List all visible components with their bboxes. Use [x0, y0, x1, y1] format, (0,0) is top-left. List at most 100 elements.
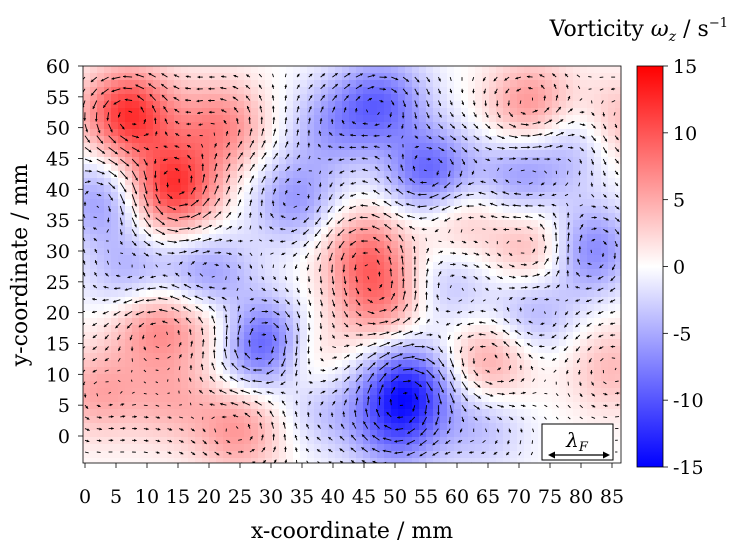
- vector-head: [127, 275, 131, 279]
- heatmap-cell: [517, 213, 525, 221]
- heatmap-cell: [202, 416, 210, 424]
- vector-head: [173, 74, 177, 77]
- heatmap-cell: [510, 108, 518, 116]
- heatmap-cell: [216, 248, 224, 256]
- heatmap-cell: [265, 171, 273, 179]
- heatmap-cell: [440, 234, 448, 242]
- velocity-vector: [167, 263, 171, 266]
- heatmap-cell: [426, 297, 434, 305]
- heatmap-cell: [538, 255, 546, 263]
- heatmap-cell: [601, 325, 609, 333]
- heatmap-cell: [314, 395, 322, 403]
- heatmap-cell: [328, 283, 336, 291]
- heatmap-cell: [391, 241, 399, 249]
- velocity-vector: [167, 392, 170, 394]
- heatmap-cell: [188, 171, 196, 179]
- vector-head: [191, 428, 195, 432]
- heatmap-cell: [503, 136, 511, 144]
- heatmap-cell: [160, 437, 168, 445]
- vector-head: [142, 336, 145, 340]
- heatmap-cell: [209, 248, 217, 256]
- heatmap-cell: [356, 129, 364, 137]
- heatmap-cell: [125, 416, 133, 424]
- velocity-vector: [167, 356, 171, 359]
- heatmap-cell: [153, 220, 161, 228]
- heatmap-cell: [181, 101, 189, 109]
- heatmap-cell: [279, 122, 287, 130]
- heatmap-cell: [286, 115, 294, 123]
- velocity-vector: [155, 346, 160, 349]
- heatmap-cell: [132, 129, 140, 137]
- vector-head: [113, 102, 117, 105]
- heatmap-cell: [489, 185, 497, 193]
- heatmap-cell: [321, 290, 329, 298]
- heatmap-cell: [531, 143, 539, 151]
- heatmap-cell: [111, 437, 119, 445]
- vector-head: [113, 312, 117, 316]
- heatmap-cell: [461, 192, 469, 200]
- heatmap-cell: [398, 192, 406, 200]
- heatmap-cell: [594, 199, 602, 207]
- heatmap-cell: [335, 241, 343, 249]
- heatmap-cell: [468, 129, 476, 137]
- heatmap-cell: [160, 255, 168, 263]
- heatmap-cell: [167, 80, 175, 88]
- heatmap-cell: [272, 262, 280, 270]
- heatmap-cell: [461, 451, 469, 459]
- heatmap-cell: [307, 423, 315, 431]
- heatmap-cell: [608, 227, 616, 235]
- heatmap-cell: [90, 206, 98, 214]
- heatmap-cell: [265, 409, 273, 417]
- heatmap-cell: [265, 430, 273, 438]
- heatmap-cell: [524, 458, 532, 463]
- heatmap-cell: [272, 318, 280, 326]
- heatmap-cell: [468, 458, 476, 463]
- heatmap-cell: [321, 164, 329, 172]
- heatmap-cell: [209, 367, 217, 375]
- heatmap-cell: [482, 220, 490, 228]
- heatmap-cell: [405, 269, 413, 277]
- heatmap-cell: [531, 451, 539, 459]
- heatmap-cell: [174, 255, 182, 263]
- heatmap-cell: [300, 346, 308, 354]
- heatmap-cell: [237, 409, 245, 417]
- heatmap-cell: [90, 94, 98, 102]
- heatmap-cell: [440, 346, 448, 354]
- heatmap-cell: [587, 157, 595, 165]
- heatmap-cell: [118, 136, 126, 144]
- heatmap-cell: [608, 234, 616, 242]
- heatmap-cell: [188, 430, 196, 438]
- heatmap-cell: [447, 94, 455, 102]
- heatmap-cell: [391, 444, 399, 452]
- heatmap-cell: [482, 108, 490, 116]
- heatmap-cell: [433, 290, 441, 298]
- heatmap-cell: [559, 122, 567, 130]
- heatmap-cell: [377, 66, 385, 74]
- heatmap-cell: [594, 269, 602, 277]
- heatmap-cell: [104, 430, 112, 438]
- heatmap-cell: [538, 129, 546, 137]
- heatmap-cell: [566, 262, 574, 270]
- heatmap-cell: [300, 304, 308, 312]
- heatmap-cell: [321, 115, 329, 123]
- heatmap-cell: [391, 213, 399, 221]
- heatmap-cell: [587, 325, 595, 333]
- heatmap-cell: [517, 297, 525, 305]
- heatmap-cell: [328, 122, 336, 130]
- vector-head: [187, 227, 191, 230]
- heatmap-cell: [475, 346, 483, 354]
- heatmap-cell: [335, 367, 343, 375]
- heatmap-cell: [195, 444, 203, 452]
- heatmap-cell: [118, 318, 126, 326]
- heatmap-cell: [580, 283, 588, 291]
- heatmap-cell: [209, 269, 217, 277]
- heatmap-cell: [545, 234, 553, 242]
- heatmap-cell: [265, 283, 273, 291]
- heatmap-cell: [475, 290, 483, 298]
- heatmap-cell: [160, 122, 168, 130]
- heatmap-cell: [524, 318, 532, 326]
- heatmap-cell: [594, 108, 602, 116]
- vector-head: [155, 188, 159, 192]
- heatmap-cell: [587, 290, 595, 298]
- heatmap-cell: [384, 206, 392, 214]
